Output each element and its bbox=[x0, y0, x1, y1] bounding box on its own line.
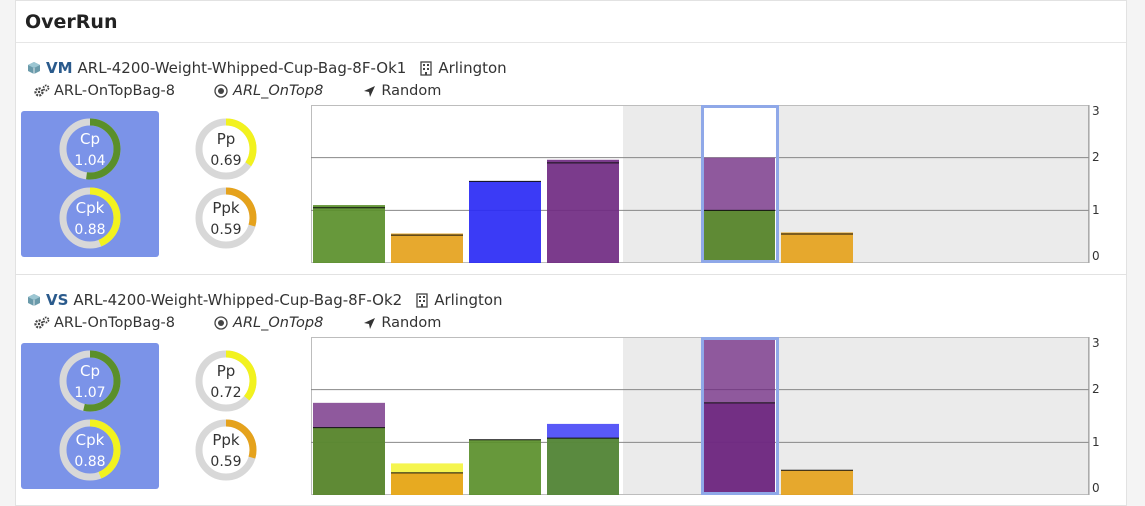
recipe-label: ARL_OnTop8 bbox=[233, 315, 324, 331]
pp-gauge-ring bbox=[195, 350, 257, 412]
target-icon bbox=[213, 315, 229, 331]
mode-label: Random bbox=[381, 83, 442, 99]
gauge-label: Ppk bbox=[212, 431, 240, 449]
machine-label: ARL-OnTopBag-8 bbox=[54, 83, 176, 99]
y-tick-label: 0 bbox=[1092, 481, 1100, 495]
gauge-label: Pp bbox=[216, 130, 236, 148]
process-name[interactable]: ARL-4200-Weight-Whipped-Cup-Bag-8F-Ok2 bbox=[73, 291, 403, 309]
ppk-gauge[interactable]: Ppk 0.59 bbox=[194, 418, 258, 482]
gauge-value-arc bbox=[59, 350, 121, 412]
cpk-gauge[interactable]: Cpk 0.88 bbox=[58, 186, 122, 250]
gauge-label: Pp bbox=[216, 362, 236, 380]
cpk-gauge-ring bbox=[59, 187, 121, 249]
bar bbox=[781, 232, 853, 263]
ppk-gauge-ring bbox=[195, 187, 257, 249]
gauge-value: 1.07 bbox=[74, 385, 106, 401]
gauge-value-arc bbox=[59, 419, 121, 481]
cp-gauge[interactable]: Cp 1.07 bbox=[58, 349, 122, 413]
cube-icon bbox=[26, 292, 42, 308]
y-tick-label: 0 bbox=[1092, 249, 1100, 263]
process-details: ARL-OnTopBag-8 ARL_OnTop8 Random bbox=[34, 83, 441, 99]
bar bbox=[313, 205, 385, 263]
bar bbox=[391, 233, 463, 263]
gray-band bbox=[857, 105, 1089, 263]
gauge-value: 1.04 bbox=[74, 153, 106, 169]
gauge-label: Cp bbox=[80, 130, 100, 148]
gauge-value-arc bbox=[195, 419, 257, 481]
target-icon bbox=[213, 83, 229, 99]
y-tick-label: 3 bbox=[1092, 336, 1100, 350]
gauge-value-arc bbox=[59, 118, 121, 180]
bar-overlay bbox=[547, 438, 619, 495]
cpk-gauge-ring bbox=[59, 419, 121, 481]
location-arrow-icon bbox=[361, 83, 377, 99]
process-header: VM ARL-4200-Weight-Whipped-Cup-Bag-8F-Ok… bbox=[26, 59, 507, 77]
cp-gauge-ring bbox=[59, 118, 121, 180]
panel-header: OverRun bbox=[16, 1, 1126, 43]
gauge-label: Cpk bbox=[75, 199, 105, 217]
gears-icon bbox=[34, 315, 50, 331]
selected-slot-outline bbox=[701, 105, 779, 263]
bar-overlay bbox=[391, 472, 463, 495]
gauge-value: 0.72 bbox=[210, 385, 242, 401]
bar bbox=[469, 439, 541, 495]
location-arrow-icon bbox=[361, 315, 377, 331]
gauge-value-arc bbox=[195, 118, 257, 180]
pp-gauge[interactable]: Pp 0.69 bbox=[194, 117, 258, 181]
overrun-panel: OverRun VM ARL-4200-Weight-Whipped-Cup-B… bbox=[15, 0, 1127, 506]
ppk-gauge[interactable]: Ppk 0.59 bbox=[194, 186, 258, 250]
machine-label: ARL-OnTopBag-8 bbox=[54, 315, 176, 331]
bar-overlay bbox=[703, 402, 775, 495]
gray-band bbox=[857, 337, 1089, 495]
building-icon bbox=[414, 292, 430, 308]
gauge-label: Cp bbox=[80, 362, 100, 380]
gauge-value: 0.88 bbox=[74, 222, 106, 238]
pp-gauge[interactable]: Pp 0.72 bbox=[194, 349, 258, 413]
location-label: Arlington bbox=[434, 291, 503, 309]
gauge-value-arc bbox=[59, 187, 121, 249]
overrun-bar-chart[interactable] bbox=[311, 103, 1111, 265]
bar bbox=[781, 470, 853, 495]
building-icon bbox=[418, 60, 434, 76]
recipe-label: ARL_OnTop8 bbox=[233, 83, 324, 99]
process-type-label: VM bbox=[46, 59, 73, 77]
pp-gauge-ring bbox=[195, 118, 257, 180]
y-tick-label: 2 bbox=[1092, 150, 1100, 164]
mode-label: Random bbox=[381, 315, 442, 331]
gauge-label: Cpk bbox=[75, 431, 105, 449]
capability-highlight-box bbox=[21, 111, 159, 257]
gauge-value: 0.59 bbox=[210, 454, 242, 470]
section-divider bbox=[16, 274, 1126, 275]
capability-highlight-box bbox=[21, 343, 159, 489]
y-tick-label: 1 bbox=[1092, 203, 1100, 217]
y-tick-label: 3 bbox=[1092, 104, 1100, 118]
process-type-label: VS bbox=[46, 291, 69, 309]
y-tick-label: 2 bbox=[1092, 382, 1100, 396]
selected-slot-outline bbox=[701, 337, 779, 495]
gauge-value-arc bbox=[195, 350, 257, 412]
bar bbox=[547, 159, 619, 263]
process-details: ARL-OnTopBag-8 ARL_OnTop8 Random bbox=[34, 315, 441, 331]
gauge-value: 0.88 bbox=[74, 454, 106, 470]
bar bbox=[469, 181, 541, 263]
cube-icon bbox=[26, 60, 42, 76]
gauge-value: 0.69 bbox=[210, 153, 242, 169]
bar-overlay bbox=[703, 210, 775, 263]
gears-icon bbox=[34, 83, 50, 99]
panel-title: OverRun bbox=[25, 11, 118, 33]
location-label: Arlington bbox=[438, 59, 507, 77]
process-name[interactable]: ARL-4200-Weight-Whipped-Cup-Bag-8F-Ok1 bbox=[77, 59, 407, 77]
process-header: VS ARL-4200-Weight-Whipped-Cup-Bag-8F-Ok… bbox=[26, 291, 503, 309]
gauge-value: 0.59 bbox=[210, 222, 242, 238]
gauge-label: Ppk bbox=[212, 199, 240, 217]
bar-overlay bbox=[313, 427, 385, 495]
cp-gauge-ring bbox=[59, 350, 121, 412]
overrun-bar-chart[interactable] bbox=[311, 335, 1111, 497]
cp-gauge[interactable]: Cp 1.04 bbox=[58, 117, 122, 181]
gauge-value-arc bbox=[195, 187, 257, 249]
y-tick-label: 1 bbox=[1092, 435, 1100, 449]
cpk-gauge[interactable]: Cpk 0.88 bbox=[58, 418, 122, 482]
ppk-gauge-ring bbox=[195, 419, 257, 481]
